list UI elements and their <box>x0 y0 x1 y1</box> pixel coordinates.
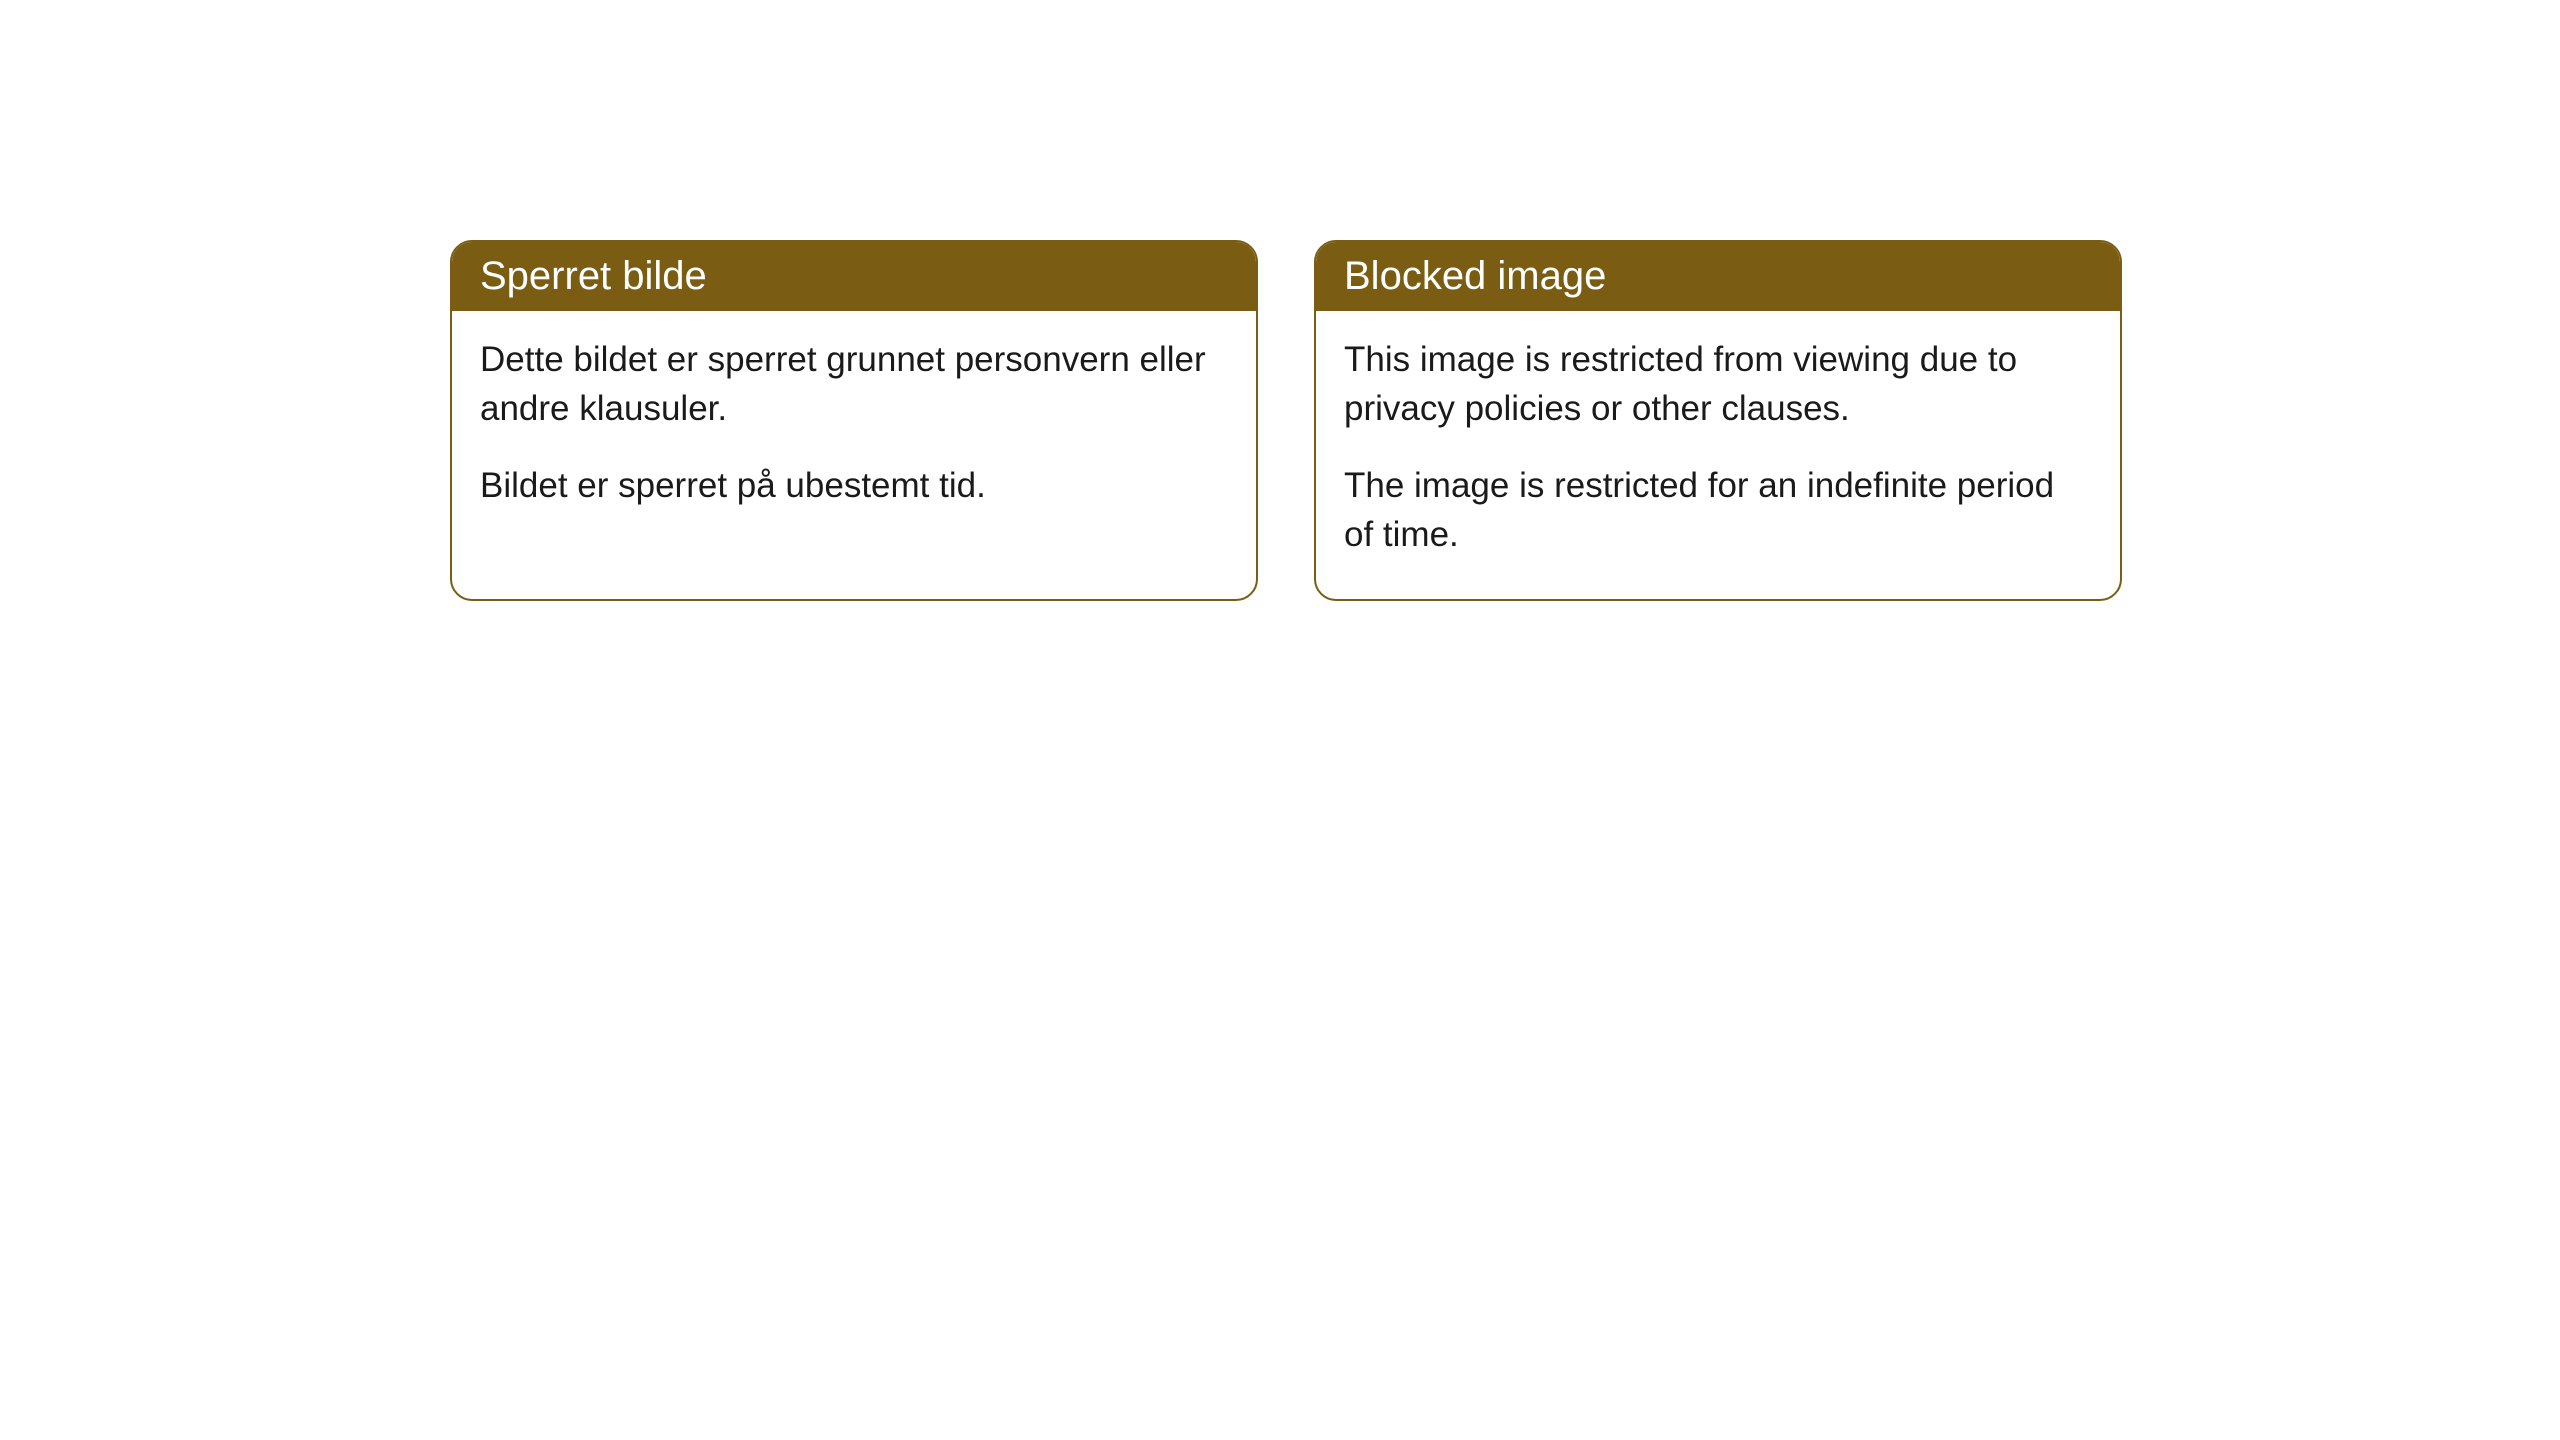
notice-card-english: Blocked image This image is restricted f… <box>1314 240 2122 601</box>
notice-card-norwegian: Sperret bilde Dette bildet er sperret gr… <box>450 240 1258 601</box>
card-paragraph-2: The image is restricted for an indefinit… <box>1344 461 2092 559</box>
card-title: Sperret bilde <box>480 254 707 298</box>
card-header-english: Blocked image <box>1316 242 2120 311</box>
card-paragraph-2: Bildet er sperret på ubestemt tid. <box>480 461 1228 510</box>
card-paragraph-1: This image is restricted from viewing du… <box>1344 335 2092 433</box>
card-header-norwegian: Sperret bilde <box>452 242 1256 311</box>
card-paragraph-1: Dette bildet er sperret grunnet personve… <box>480 335 1228 433</box>
card-body-norwegian: Dette bildet er sperret grunnet personve… <box>452 311 1256 550</box>
card-body-english: This image is restricted from viewing du… <box>1316 311 2120 599</box>
card-title: Blocked image <box>1344 254 1606 298</box>
notice-cards-container: Sperret bilde Dette bildet er sperret gr… <box>450 240 2122 601</box>
